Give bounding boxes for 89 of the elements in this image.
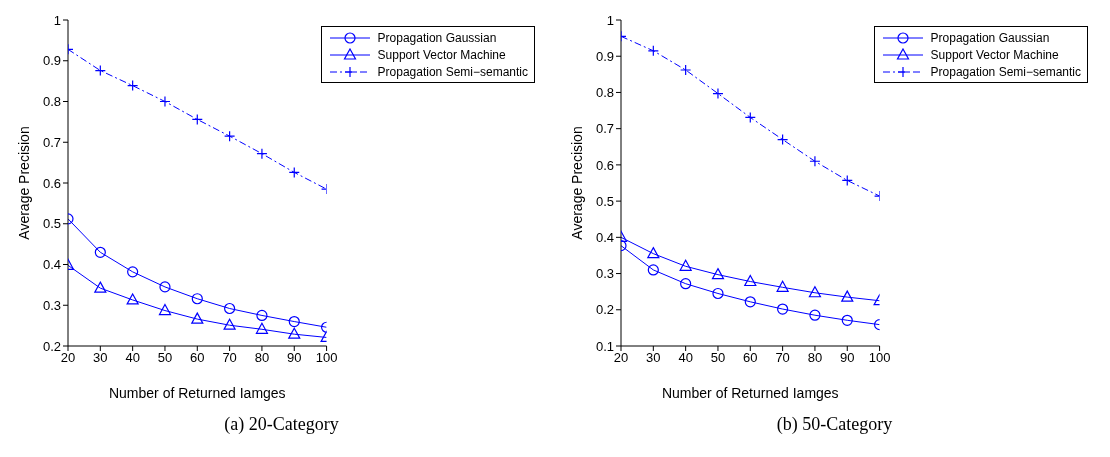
point — [191, 312, 204, 324]
point — [777, 133, 789, 146]
x-tick-label: 40 — [678, 350, 693, 366]
x-tick-label: 50 — [710, 350, 726, 366]
y-tick-label: 0.4 — [595, 229, 614, 245]
x-tick-label: 30 — [93, 350, 108, 366]
point — [647, 45, 659, 57]
x-tick-label: 20 — [613, 350, 629, 366]
x-tick-label: 80 — [807, 350, 823, 366]
x-tick-label: 90 — [287, 350, 302, 366]
point — [224, 302, 236, 315]
legend-label: Support Vector Machine — [930, 47, 1059, 62]
point — [744, 274, 757, 287]
legend-label: Propagation Gaussian — [930, 30, 1050, 45]
point — [127, 80, 139, 92]
point — [809, 155, 821, 167]
text: (a) 20-Category — [223, 414, 340, 435]
y-tick-label: 0.8 — [42, 94, 61, 110]
y-tick-label: 0.7 — [595, 121, 614, 137]
y-tick-label: 0.3 — [42, 297, 61, 313]
point — [777, 303, 789, 315]
x-tick-label: 60 — [743, 350, 758, 366]
y-axis-title: Average Precision — [15, 126, 32, 240]
y-tick-label: 1 — [53, 12, 61, 28]
x-axis-title: Number of Returned Iamges — [108, 384, 286, 401]
point — [809, 309, 821, 321]
point — [159, 281, 171, 293]
legend-label: Propagation Semi−semantic — [377, 64, 528, 79]
point — [841, 290, 854, 302]
y-tick-label: 0.3 — [595, 266, 614, 282]
point — [223, 318, 236, 330]
point — [841, 314, 853, 326]
point — [127, 266, 139, 278]
y-tick-label: 0.1 — [595, 338, 614, 354]
x-tick-label: 60 — [190, 350, 205, 366]
point — [711, 268, 725, 280]
y-tick-label: 0.9 — [42, 53, 61, 69]
point — [255, 322, 269, 334]
y-tick-label: 0.6 — [42, 175, 61, 191]
y-tick-label: 0.6 — [595, 157, 614, 173]
point — [94, 281, 107, 293]
point — [288, 315, 300, 328]
point — [680, 278, 692, 290]
point — [712, 287, 724, 300]
legend-label: Support Vector Machine — [377, 47, 506, 62]
y-axis-title: Average Precision — [568, 126, 585, 240]
text: (b) 50-Category — [775, 414, 894, 435]
y-tick-label: 0.9 — [595, 48, 614, 64]
y-tick-label: 0.5 — [595, 193, 614, 209]
legend-label: Propagation Gaussian — [377, 30, 497, 45]
point — [94, 246, 106, 258]
point — [191, 113, 203, 126]
x-tick-label: 90 — [840, 350, 855, 366]
x-tick-label: 100 — [315, 350, 338, 366]
x-tick-label: 70 — [775, 350, 790, 366]
legend-label: Propagation Semi−semantic — [930, 64, 1081, 79]
y-tick-label: 0.4 — [42, 257, 61, 273]
point — [158, 303, 172, 316]
y-tick-label: 0.5 — [42, 216, 61, 232]
y-tick-label: 0.2 — [42, 338, 61, 354]
y-tick-label: 0.7 — [42, 134, 61, 150]
point — [288, 166, 300, 179]
x-tick-label: 20 — [60, 350, 76, 366]
point — [679, 259, 692, 271]
point — [776, 280, 789, 292]
point — [744, 296, 756, 308]
x-axis-title: Number of Returned Iamges — [661, 384, 839, 401]
point — [256, 309, 268, 322]
point — [191, 293, 203, 305]
point — [744, 111, 756, 124]
point — [256, 148, 268, 160]
x-tick-label: 70 — [222, 350, 237, 366]
point — [94, 64, 106, 77]
x-tick-label: 30 — [646, 350, 661, 366]
y-tick-label: 1 — [606, 12, 614, 28]
y-tick-label: 0.8 — [595, 85, 614, 101]
x-tick-label: 40 — [125, 350, 140, 366]
point — [126, 293, 139, 305]
point — [808, 286, 822, 298]
x-tick-label: 50 — [157, 350, 173, 366]
point — [288, 327, 301, 339]
point — [712, 87, 724, 100]
x-tick-label: 80 — [254, 350, 270, 366]
point — [841, 174, 853, 187]
point — [224, 130, 236, 142]
point — [647, 247, 660, 259]
point — [647, 264, 659, 276]
y-tick-label: 0.2 — [595, 302, 614, 318]
x-tick-label: 100 — [868, 350, 891, 366]
